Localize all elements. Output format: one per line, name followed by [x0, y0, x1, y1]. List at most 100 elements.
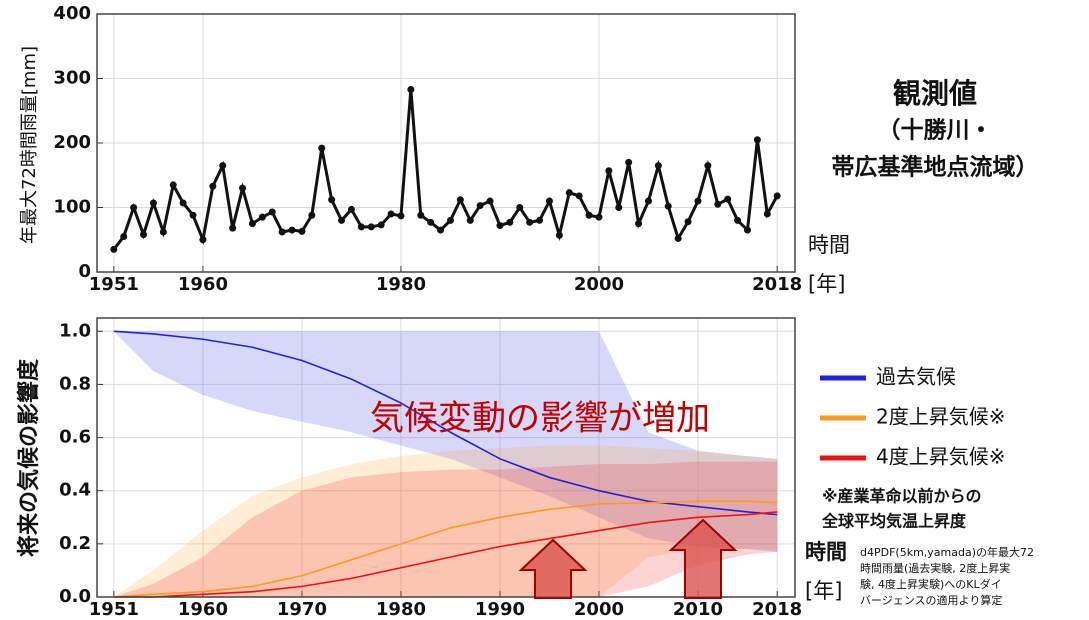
plot: 0.0 0.2 0.4 0.6 0.8 1.0 1951 1960 1970 1980 1990 20…	[59, 317, 1005, 620]
confidence-band	[113, 445, 778, 597]
marker	[753, 136, 761, 144]
x-axis-title: [年]	[805, 579, 842, 603]
overlay: 気候変動の影響が増加	[370, 399, 738, 599]
marker	[288, 226, 296, 234]
marker	[496, 222, 504, 230]
marker	[654, 162, 662, 170]
x-tick-label: 1980	[376, 274, 426, 295]
y-tick-label: 0.8	[59, 373, 91, 394]
marker	[674, 234, 682, 242]
marker	[575, 192, 583, 200]
marker	[268, 208, 276, 216]
arrow	[518, 538, 588, 599]
y-tick-label: 0	[78, 261, 91, 282]
source-note: バージェンスの適用より算定	[860, 593, 1002, 607]
marker	[248, 220, 256, 228]
line	[113, 330, 778, 516]
y-tick-label: 200	[53, 132, 91, 153]
annotation: 気候変動の影響が増加	[370, 399, 710, 439]
legend-label: 過去気候	[876, 365, 956, 389]
marker	[140, 231, 148, 239]
plot: 0 100 200 300 400 1951 1960 1980 2000 2018	[53, 3, 802, 295]
y-tick-label: 0.4	[59, 480, 91, 501]
source-note: d4PDF(5km,yamada)の年最大72	[860, 545, 1034, 559]
x-tick-label: 1970	[277, 599, 327, 620]
chart-title: 帯広基準地点流域）	[832, 154, 1039, 181]
marker	[664, 202, 672, 210]
confidence-band	[113, 331, 778, 552]
marker	[347, 205, 355, 213]
marker	[308, 211, 316, 219]
x-tick-label: 1951	[89, 274, 139, 295]
y-tick-label: 0.0	[59, 586, 91, 607]
x-tick-label: 1960	[178, 274, 228, 295]
y-axis-title: 年最大72時間雨量[mm]	[19, 46, 40, 244]
marker	[585, 211, 593, 219]
source-note: 験, 4度上昇実験)へのKLダイ	[860, 577, 1002, 591]
marker	[110, 245, 118, 253]
marker	[367, 223, 375, 231]
y-tick-label: 1.0	[59, 320, 91, 341]
marker	[625, 158, 633, 166]
marker	[130, 204, 138, 211]
marker	[615, 204, 623, 211]
marker	[239, 184, 247, 192]
marker	[605, 167, 613, 175]
y-tick-label: 300	[53, 68, 91, 89]
marker	[229, 224, 237, 232]
marker	[516, 204, 524, 211]
marker	[704, 162, 712, 170]
marker	[466, 216, 474, 224]
marker	[486, 197, 494, 205]
marker	[763, 210, 771, 218]
marker	[338, 216, 346, 224]
marker	[565, 189, 573, 197]
marker	[377, 221, 385, 229]
marker	[545, 197, 553, 205]
marker	[446, 216, 454, 224]
marker	[357, 223, 365, 231]
marker	[328, 196, 336, 204]
x-tick-label: 1960	[178, 599, 228, 620]
x-axis-title: 時間	[808, 233, 850, 257]
x-axis-title: 時間	[805, 540, 847, 564]
marker	[773, 192, 781, 200]
marker	[318, 144, 326, 152]
x-tick-label: 1951	[89, 599, 139, 620]
legend-label: 2度上昇気候※	[876, 405, 1005, 429]
x-tick-label: 2010	[673, 599, 723, 620]
marker	[724, 195, 732, 203]
note: ※産業革命以前からの	[822, 487, 982, 506]
marker	[219, 162, 227, 170]
legend-label: 4度上昇気候※	[876, 445, 1005, 469]
marker	[427, 218, 435, 226]
arrow	[668, 518, 738, 599]
marker	[298, 227, 306, 235]
marker	[120, 233, 128, 241]
note: 全球平均気温上昇度	[821, 512, 967, 531]
line	[113, 511, 778, 598]
marker	[278, 228, 286, 236]
x-tick-label: 1980	[376, 599, 426, 620]
marker	[258, 213, 266, 221]
source-note: 時間雨量(過去実験, 2度上昇実	[860, 561, 1010, 575]
marker	[526, 218, 534, 226]
x-tick-label: 1990	[475, 599, 525, 620]
marker	[159, 228, 167, 236]
marker	[506, 218, 514, 226]
y-axis-title: 将来の気候の影響度	[16, 358, 42, 557]
marker	[684, 218, 692, 226]
marker	[209, 182, 217, 190]
line	[112, 89, 779, 251]
marker	[169, 181, 177, 189]
line	[113, 500, 778, 598]
marker	[179, 199, 187, 207]
marker	[734, 216, 742, 224]
x-tick-label: 2018	[752, 599, 802, 620]
marker	[417, 211, 425, 219]
marker	[536, 216, 544, 224]
marker	[407, 85, 415, 93]
marker	[149, 199, 157, 207]
x-tick-label: 2000	[574, 599, 624, 620]
